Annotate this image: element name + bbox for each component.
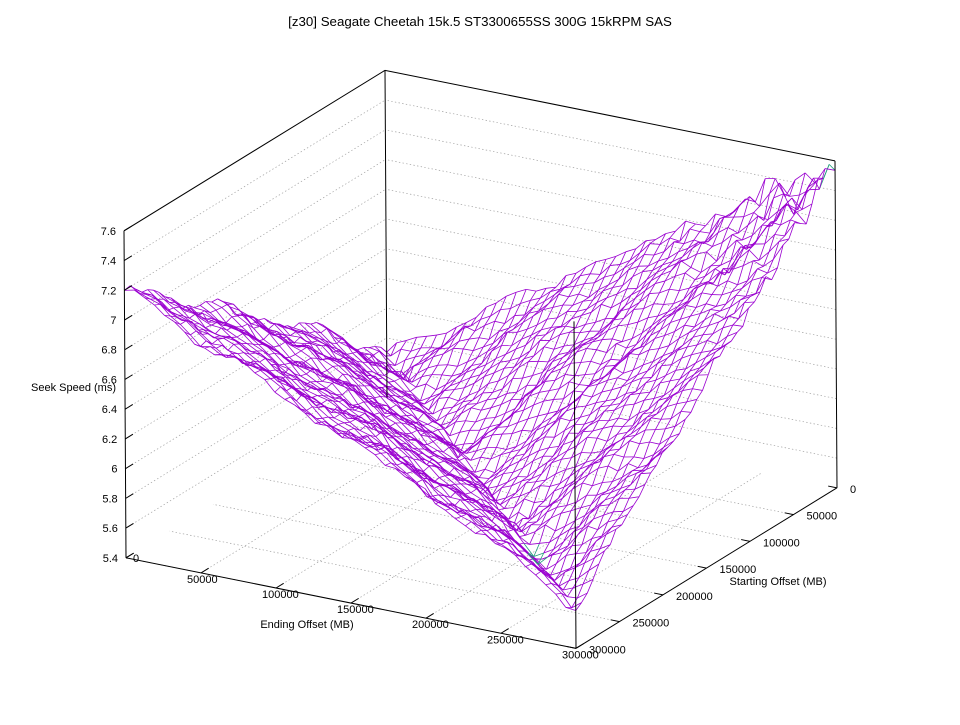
svg-text:5.8: 5.8 bbox=[102, 493, 117, 505]
svg-text:Ending Offset (MB): Ending Offset (MB) bbox=[260, 619, 353, 631]
svg-text:5.6: 5.6 bbox=[103, 523, 118, 535]
svg-text:50000: 50000 bbox=[187, 574, 218, 586]
svg-text:7.4: 7.4 bbox=[101, 256, 116, 268]
svg-text:150000: 150000 bbox=[720, 564, 757, 576]
svg-text:250000: 250000 bbox=[633, 618, 670, 630]
svg-text:200000: 200000 bbox=[676, 591, 713, 603]
svg-text:100000: 100000 bbox=[763, 537, 800, 549]
svg-text:5.4: 5.4 bbox=[103, 553, 118, 565]
svg-text:7.6: 7.6 bbox=[101, 226, 116, 238]
svg-text:7: 7 bbox=[110, 315, 116, 327]
svg-text:0: 0 bbox=[133, 553, 139, 565]
svg-text:Starting Offset (MB): Starting Offset (MB) bbox=[730, 576, 827, 588]
svg-text:6.2: 6.2 bbox=[102, 434, 117, 446]
svg-text:6: 6 bbox=[111, 464, 117, 476]
svg-text:7.2: 7.2 bbox=[101, 285, 116, 297]
svg-text:6.4: 6.4 bbox=[102, 404, 117, 416]
svg-text:50000: 50000 bbox=[807, 511, 838, 523]
svg-text:250000: 250000 bbox=[487, 634, 524, 646]
svg-text:150000: 150000 bbox=[337, 604, 374, 616]
svg-text:200000: 200000 bbox=[412, 619, 449, 631]
svg-text:100000: 100000 bbox=[262, 589, 299, 601]
svg-text:Seek Speed (ms): Seek Speed (ms) bbox=[31, 382, 116, 394]
svg-text:6.8: 6.8 bbox=[101, 345, 116, 357]
svg-text:0: 0 bbox=[850, 484, 856, 496]
svg-text:[z30] Seagate Cheetah 15k.5 ST: [z30] Seagate Cheetah 15k.5 ST3300655SS … bbox=[288, 14, 672, 29]
svg-text:300000: 300000 bbox=[589, 644, 626, 656]
